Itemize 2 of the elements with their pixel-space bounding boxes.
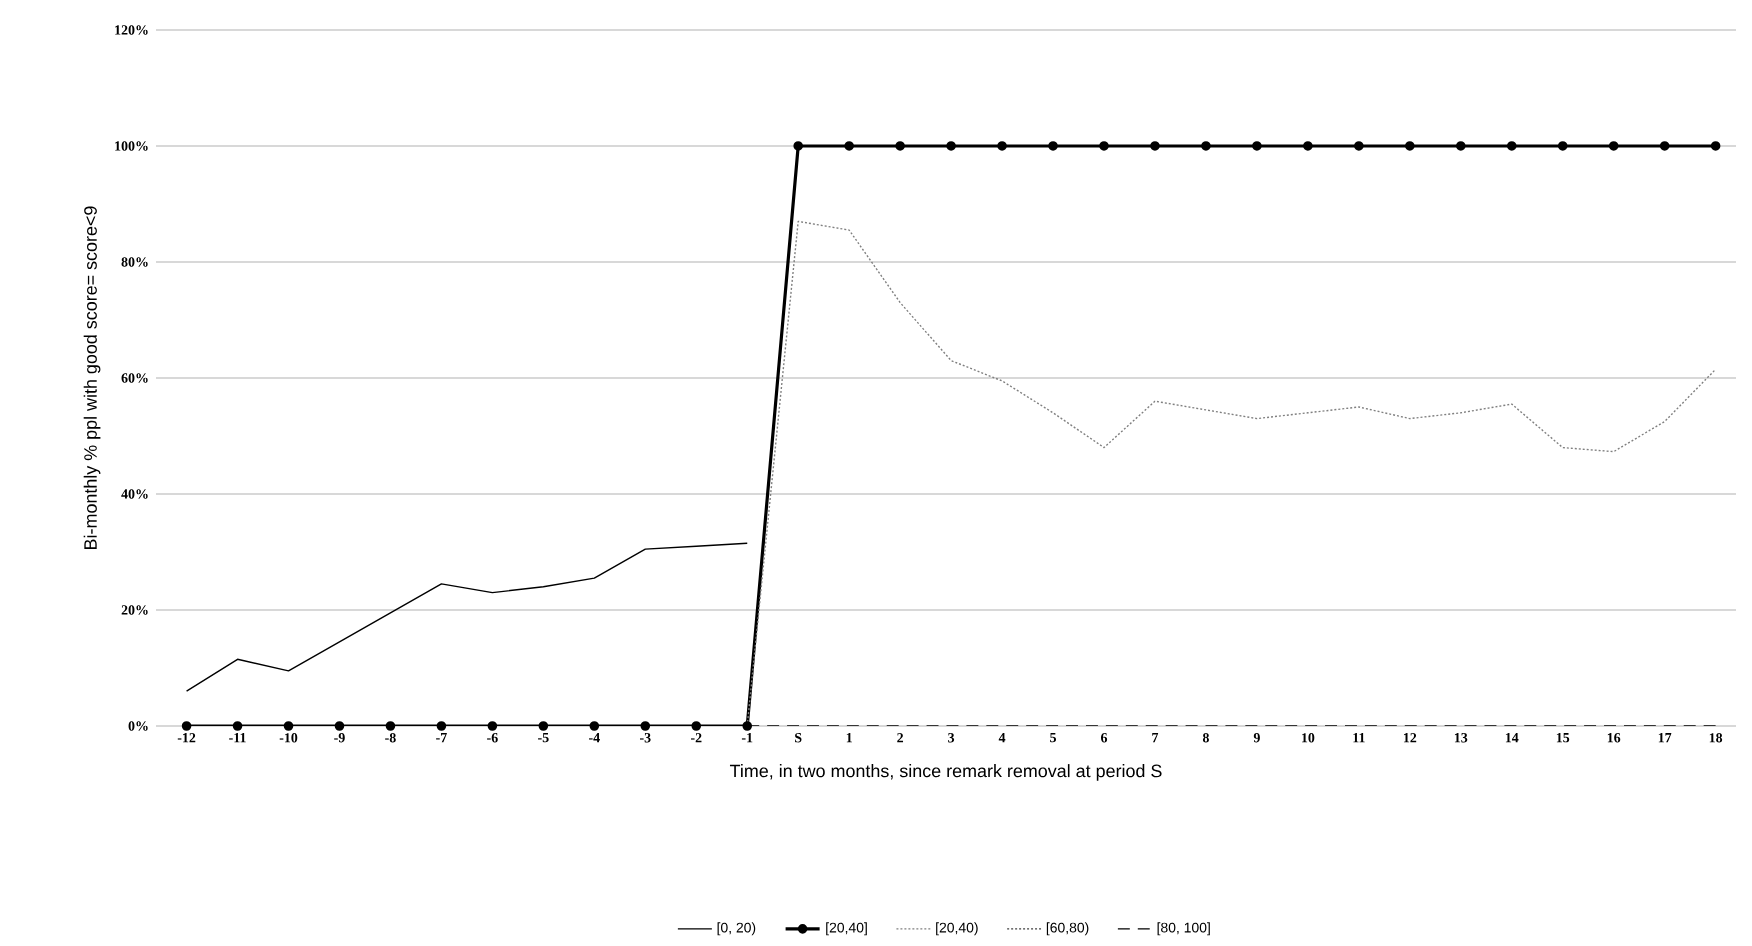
x-axis-title: Time, in two months, since remark removal at period S	[729, 764, 1162, 781]
y-axis-title: Bi-monthly % ppl with good score= score<9	[83, 206, 101, 549]
